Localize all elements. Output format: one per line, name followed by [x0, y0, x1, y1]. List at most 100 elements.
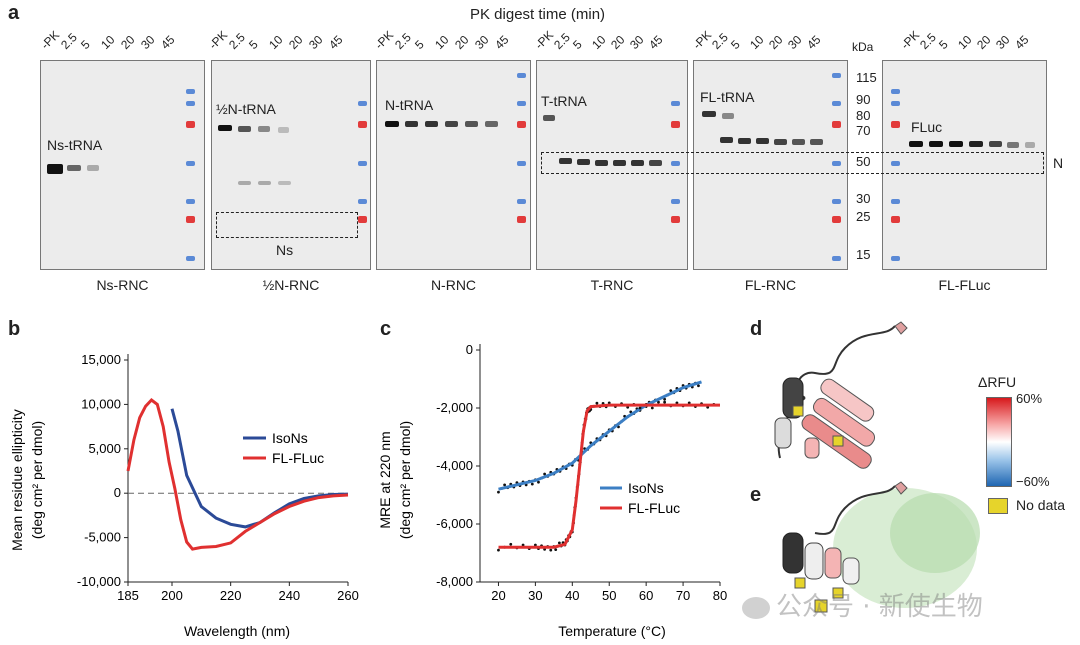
lane-label: 45 — [158, 32, 178, 52]
gel-band — [87, 165, 99, 171]
ladder-band — [832, 199, 841, 204]
data-point — [669, 389, 673, 392]
gel-band — [595, 160, 608, 166]
lane-label: 20 — [118, 32, 138, 52]
ladder-band — [832, 161, 841, 166]
data-point — [497, 548, 500, 552]
data-point — [697, 384, 700, 388]
legend-label: FL-FLuc — [628, 500, 680, 516]
ladder-band — [358, 161, 367, 166]
gel-band — [465, 121, 478, 127]
gel-title: FL-RNC — [744, 277, 797, 293]
gel-band — [218, 125, 232, 131]
lane-label: 30 — [472, 32, 492, 52]
gel-band — [425, 121, 438, 127]
gel-band — [989, 141, 1002, 147]
nodata-swatch — [988, 498, 1008, 514]
ladder-band — [186, 216, 195, 223]
lane-label: 10 — [955, 32, 975, 52]
lane-label: 20 — [452, 32, 472, 52]
data-point — [663, 397, 667, 401]
data-point — [497, 490, 500, 494]
structure-d — [774, 321, 908, 469]
gel-band — [258, 126, 270, 132]
gel-band — [756, 138, 769, 144]
lane-label: 45 — [646, 32, 666, 52]
gel-band — [577, 159, 590, 165]
gel-band — [631, 160, 644, 166]
gel-band — [485, 121, 498, 127]
ladder-band — [671, 121, 680, 128]
legend-label: IsoNs — [628, 480, 664, 496]
ladder-band — [186, 161, 195, 166]
lane-label: 45 — [804, 32, 824, 52]
wechat-icon — [742, 596, 770, 619]
data-point — [554, 548, 558, 552]
y-tick-label: -5,000 — [84, 530, 121, 545]
kda-marker: 50 — [856, 154, 871, 169]
gel-band — [720, 137, 733, 143]
gel-band — [1025, 142, 1035, 148]
gel-band — [722, 113, 734, 119]
panel-d-letter: d — [750, 318, 763, 340]
gel-band — [278, 127, 289, 133]
lane-label: 45 — [492, 32, 512, 52]
legend-label: IsoNs — [272, 430, 308, 446]
lane-label: 30 — [306, 32, 326, 52]
y-axis-label: Mean residue ellipticity — [9, 409, 25, 551]
panel-a-header: PK digest time (min) — [470, 6, 606, 23]
lane-label: 5 — [570, 37, 585, 52]
ns-box-label: Ns — [276, 242, 294, 258]
x-tick-label: 220 — [220, 588, 242, 603]
gel-band-label: FLuc — [911, 119, 943, 135]
gel-fl-rnc: FL-tRNA — [693, 60, 848, 270]
series-line-FL-FLuc — [126, 397, 349, 551]
kda-marker: 115 — [856, 70, 877, 85]
ladder-band — [832, 256, 841, 261]
watermark-text: 公众号 · 新使生物 — [776, 592, 983, 622]
gel-band — [929, 141, 943, 147]
gel-band-label: Ns-tRNA — [47, 137, 103, 153]
gel-band — [909, 141, 923, 147]
gel-band — [67, 165, 81, 171]
ladder-band — [671, 101, 680, 106]
data-point — [657, 400, 660, 404]
gel-title: Ns-RNC — [96, 277, 149, 293]
series-line-FL-FLuc — [498, 403, 720, 549]
data-point — [509, 542, 513, 546]
panel-c-letter: c — [380, 318, 392, 340]
gel-band-label: ½N-tRNA — [216, 101, 276, 117]
x-axis-label: Wavelength (nm) — [184, 623, 290, 639]
y-tick-label: -4,000 — [436, 458, 473, 473]
ladder-band — [517, 73, 526, 78]
rfu-legend-title: ΔRFU — [978, 374, 1017, 390]
ns-highlight-box — [216, 212, 358, 238]
kda-marker: 70 — [856, 123, 871, 138]
ladder-band — [517, 101, 526, 106]
x-tick-label: 185 — [117, 588, 139, 603]
ladder-band — [517, 216, 526, 223]
gel-band — [702, 111, 716, 117]
x-tick-label: 30 — [528, 588, 542, 603]
gel-band — [774, 139, 787, 145]
gel-band — [1007, 142, 1019, 148]
protein-structures — [774, 321, 980, 613]
lane-label: 20 — [608, 32, 628, 52]
data-point — [530, 482, 534, 486]
ladder-band — [186, 101, 195, 106]
structure-e — [782, 481, 980, 613]
y-axis-label: (deg cm² per dmol) — [29, 421, 45, 539]
ladder-band — [358, 121, 367, 128]
legend-label: FL-FLuc — [272, 450, 324, 466]
data-point — [650, 406, 654, 410]
x-tick-label: 80 — [713, 588, 727, 603]
gel-band — [559, 158, 572, 164]
y-tick-label: -10,000 — [77, 574, 121, 589]
y-tick-label: 5,000 — [88, 441, 121, 456]
lane-label: 30 — [993, 32, 1013, 52]
gel-band — [792, 139, 805, 145]
kda-unit: kDa — [852, 40, 874, 54]
lane-label: 10 — [747, 32, 767, 52]
gel-t-rnc: T-tRNA — [536, 60, 688, 270]
